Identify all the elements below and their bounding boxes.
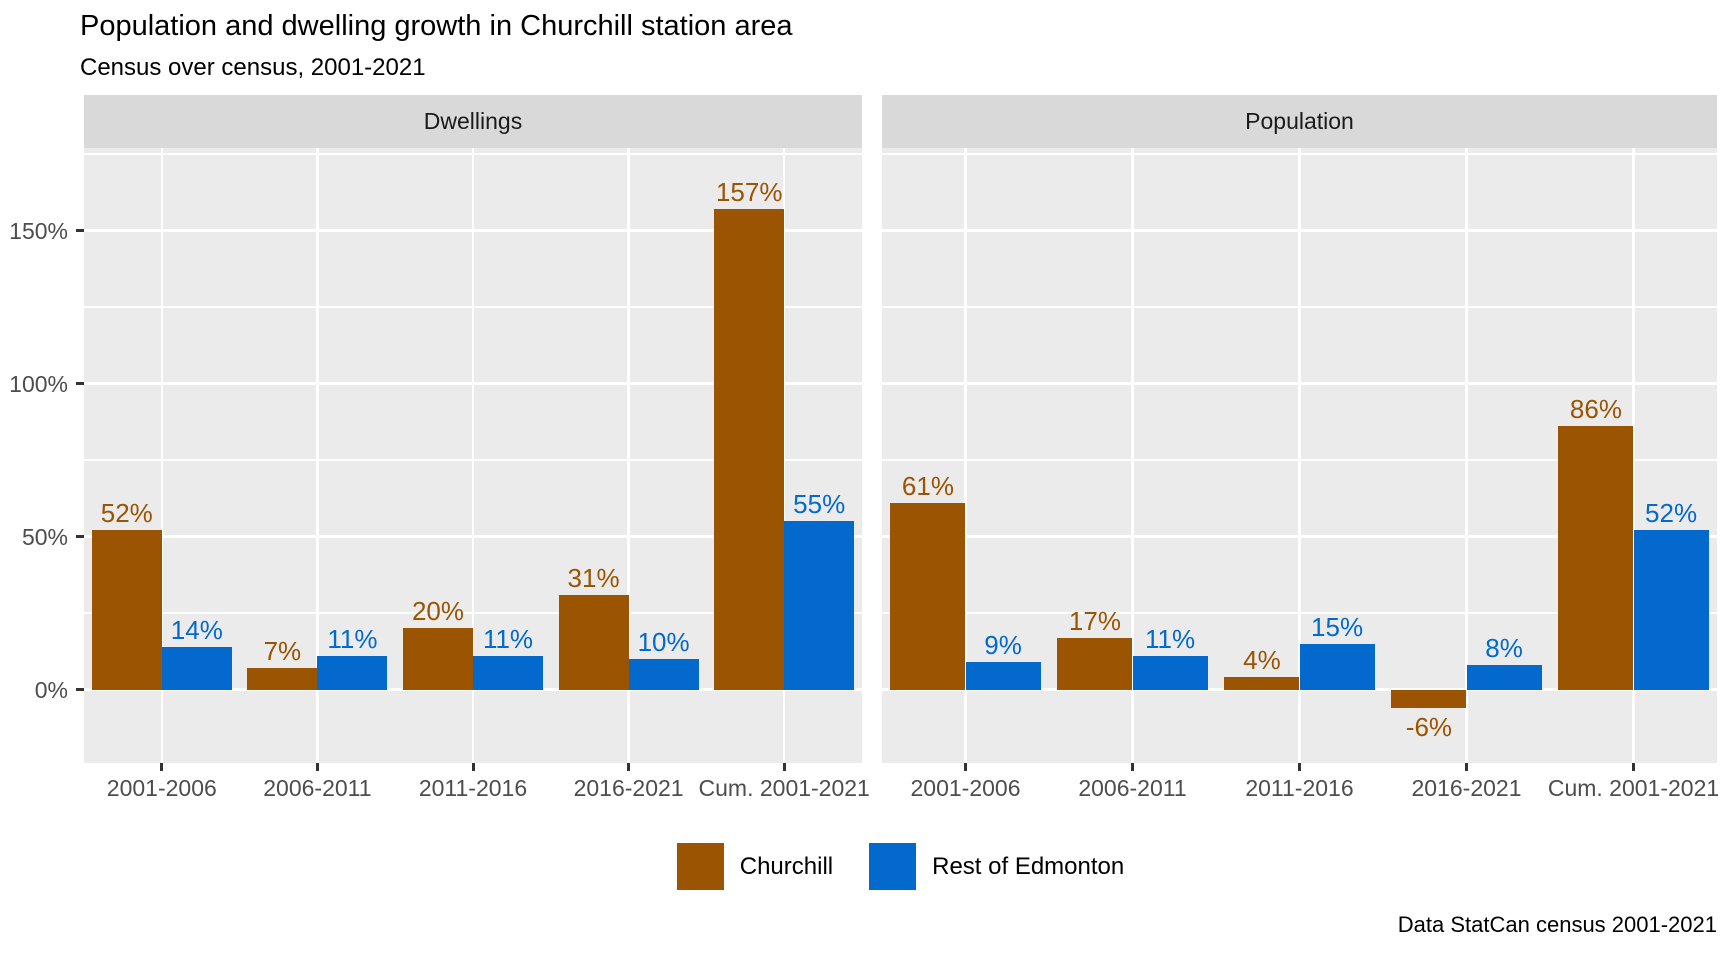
gridline-vertical <box>1632 148 1635 763</box>
bar-rest-of-edmonton <box>1132 655 1208 690</box>
chart-title: Population and dwelling growth in Church… <box>80 10 793 42</box>
bar-churchill <box>1391 689 1467 708</box>
gridline-vertical <box>1131 148 1134 763</box>
legend-item-churchill: Churchill <box>676 843 834 890</box>
gridline-vertical <box>1465 148 1468 763</box>
value-label-rest-of-edmonton: 11% <box>482 623 534 654</box>
x-axis-tick <box>627 763 631 771</box>
facet-strip-dwellings: Dwellings <box>84 95 862 148</box>
x-axis-label: Cum. 2001-2021 <box>1547 775 1720 801</box>
value-label-rest-of-edmonton: 8% <box>1485 633 1523 664</box>
value-label-churchill: 52% <box>100 498 153 529</box>
value-label-churchill: 7% <box>263 636 302 667</box>
value-label-churchill: 86% <box>1569 394 1622 425</box>
facet-strip-label: Dwellings <box>423 108 523 134</box>
x-axis-tick <box>1298 763 1301 771</box>
gridline-vertical <box>964 148 967 763</box>
x-axis-label: 2016-2021 <box>573 775 684 801</box>
y-axis-tick <box>76 229 84 233</box>
facet-panel-population: 61% 17% 4% -6% 86% 9% 11% 15% 8% 52% <box>882 148 1717 763</box>
x-axis-label: 2016-2021 <box>1411 775 1522 801</box>
gridline-vertical <box>782 148 786 763</box>
legend-key-churchill <box>676 843 724 890</box>
bar-rest-of-edmonton <box>161 646 232 690</box>
value-label-rest-of-edmonton: 15% <box>1311 611 1364 642</box>
y-axis-label: 100% <box>9 370 68 397</box>
facet-panel-dwellings: 52% 7% 20% 31% 157% 14% 11% 11% 10% 55% <box>84 148 862 763</box>
value-label-churchill: 20% <box>411 596 465 627</box>
x-axis-label: 2011-2016 <box>418 775 528 801</box>
value-label-churchill: -6% <box>1405 711 1453 742</box>
value-label-rest-of-edmonton: 9% <box>984 630 1022 661</box>
bar-rest-of-edmonton <box>965 662 1041 690</box>
facet-strip-population: Population <box>882 95 1717 148</box>
x-axis-label: 2001-2006 <box>106 775 217 801</box>
bar-churchill <box>91 530 162 690</box>
x-axis-tick <box>1131 763 1134 771</box>
value-label-churchill: 31% <box>567 562 620 593</box>
x-axis-label: 2006-2011 <box>263 775 372 801</box>
x-axis-label: Cum. 2001-2021 <box>698 775 870 801</box>
bar-rest-of-edmonton <box>473 655 544 690</box>
bar-churchill <box>1224 677 1300 690</box>
bar-rest-of-edmonton <box>628 658 699 690</box>
value-label-rest-of-edmonton: 14% <box>170 614 223 645</box>
bar-rest-of-edmonton <box>1299 643 1375 690</box>
bar-churchill <box>1057 637 1133 690</box>
gridline-vertical <box>627 148 630 763</box>
y-axis-label: 0% <box>34 676 68 703</box>
y-axis-tick <box>76 382 84 386</box>
legend-label: Churchill <box>739 852 834 880</box>
bar-churchill <box>558 594 629 690</box>
x-axis-label: 2006-2011 <box>1078 775 1187 801</box>
gridline-vertical <box>471 148 475 763</box>
value-label-rest-of-edmonton: 11% <box>1145 623 1196 654</box>
x-axis-tick <box>315 763 319 771</box>
bar-rest-of-edmonton <box>1466 665 1542 690</box>
value-label-churchill: 4% <box>1243 645 1281 676</box>
bar-churchill <box>402 628 473 690</box>
x-axis-tick <box>782 763 786 771</box>
bar-rest-of-edmonton <box>317 655 388 690</box>
bar-churchill <box>247 668 318 690</box>
y-axis-tick <box>76 688 84 692</box>
bar-churchill <box>1558 426 1634 690</box>
x-axis-label: 2011-2016 <box>1245 775 1354 801</box>
legend-key-rest-of-edmonton <box>869 843 917 890</box>
bar-churchill <box>714 209 785 690</box>
chart-subtitle: Census over census, 2001-2021 <box>80 54 426 81</box>
bar-rest-of-edmonton <box>1633 530 1709 690</box>
value-label-churchill: 157% <box>715 177 783 208</box>
bar-rest-of-edmonton <box>784 521 855 690</box>
value-label-rest-of-edmonton: 55% <box>793 489 846 520</box>
value-label-rest-of-edmonton: 10% <box>637 626 690 657</box>
legend-item-rest-of-edmonton: Rest of Edmonton <box>869 843 1124 890</box>
x-axis-label: 2001-2006 <box>910 775 1021 801</box>
x-axis-tick <box>1465 763 1468 771</box>
x-axis-tick <box>471 763 475 771</box>
bar-churchill <box>890 502 966 690</box>
value-label-churchill: 61% <box>901 470 954 501</box>
y-axis-label: 50% <box>21 523 68 550</box>
gridline-vertical <box>316 148 319 763</box>
y-axis-label: 150% <box>9 217 68 244</box>
legend: Churchill Rest of Edmonton <box>84 843 1717 890</box>
x-axis-tick <box>964 763 967 771</box>
facet-strip-label: Population <box>1245 108 1354 134</box>
value-label-rest-of-edmonton: 52% <box>1645 498 1698 529</box>
x-axis-tick <box>1632 763 1635 771</box>
gridline-vertical <box>160 148 164 763</box>
gridline-vertical <box>1298 148 1301 763</box>
x-axis-tick <box>160 763 164 771</box>
y-axis-tick <box>76 535 84 539</box>
legend-label: Rest of Edmonton <box>932 852 1125 880</box>
value-label-rest-of-edmonton: 11% <box>327 623 378 654</box>
chart-caption: Data StatCan census 2001-2021 <box>1397 912 1717 937</box>
value-label-churchill: 17% <box>1068 605 1121 636</box>
